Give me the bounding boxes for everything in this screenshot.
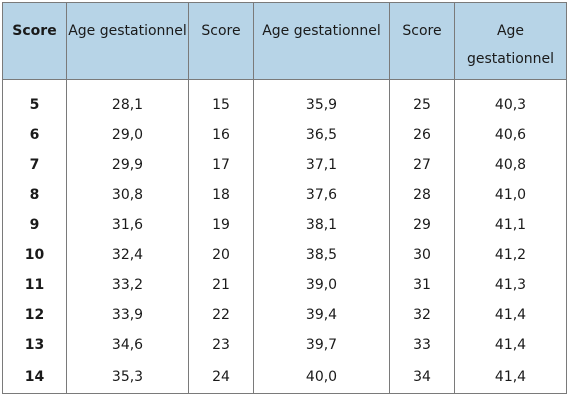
table-row: 10 32,4 20 38,5 30 41,2 xyxy=(2,240,567,270)
score-cell-1: 5 xyxy=(2,79,67,120)
score-cell-3: 26 xyxy=(389,120,455,150)
age-cell-3: 41,4 xyxy=(454,330,567,360)
score-cell-2: 22 xyxy=(188,300,254,330)
age-cell-2: 39,4 xyxy=(253,300,390,330)
age-cell-1: 28,1 xyxy=(66,79,189,120)
header-score-1: Score xyxy=(2,2,67,80)
age-cell-2: 38,1 xyxy=(253,210,390,240)
score-cell-3: 31 xyxy=(389,270,455,300)
score-cell-1: 14 xyxy=(2,360,67,394)
age-cell-3: 41,4 xyxy=(454,300,567,330)
age-cell-2: 36,5 xyxy=(253,120,390,150)
table-row: 14 35,3 24 40,0 34 41,4 xyxy=(2,360,567,394)
score-cell-2: 23 xyxy=(188,330,254,360)
age-cell-2: 39,7 xyxy=(253,330,390,360)
age-cell-1: 32,4 xyxy=(66,240,189,270)
score-cell-1: 7 xyxy=(2,150,67,180)
age-cell-2: 35,9 xyxy=(253,79,390,120)
age-cell-3: 40,8 xyxy=(454,150,567,180)
score-cell-2: 18 xyxy=(188,180,254,210)
score-cell-3: 30 xyxy=(389,240,455,270)
score-cell-1: 8 xyxy=(2,180,67,210)
age-cell-1: 33,9 xyxy=(66,300,189,330)
score-cell-3: 32 xyxy=(389,300,455,330)
table-row: 11 33,2 21 39,0 31 41,3 xyxy=(2,270,567,300)
header-row: Score Age gestationnel Score Age gestati… xyxy=(2,2,567,80)
score-cell-2: 24 xyxy=(188,360,254,394)
age-cell-3: 41,4 xyxy=(454,360,567,394)
score-cell-1: 13 xyxy=(2,330,67,360)
table-row: 12 33,9 22 39,4 32 41,4 xyxy=(2,300,567,330)
score-cell-2: 17 xyxy=(188,150,254,180)
age-cell-1: 29,9 xyxy=(66,150,189,180)
age-cell-2: 37,6 xyxy=(253,180,390,210)
table-row: 6 29,0 16 36,5 26 40,6 xyxy=(2,120,567,150)
table-row: 13 34,6 23 39,7 33 41,4 xyxy=(2,330,567,360)
score-cell-2: 16 xyxy=(188,120,254,150)
table-row: 7 29,9 17 37,1 27 40,8 xyxy=(2,150,567,180)
header-age-3: Age gestationnel xyxy=(454,2,567,80)
table-header: Score Age gestationnel Score Age gestati… xyxy=(2,2,567,80)
score-cell-2: 21 xyxy=(188,270,254,300)
table-row: 9 31,6 19 38,1 29 41,1 xyxy=(2,210,567,240)
age-cell-3: 41,0 xyxy=(454,180,567,210)
age-cell-3: 41,2 xyxy=(454,240,567,270)
score-cell-2: 20 xyxy=(188,240,254,270)
score-cell-3: 34 xyxy=(389,360,455,394)
age-cell-1: 31,6 xyxy=(66,210,189,240)
score-cell-3: 33 xyxy=(389,330,455,360)
table-body: 5 28,1 15 35,9 25 40,3 6 29,0 16 36,5 26 40,6 7 29,9 1… xyxy=(2,79,567,394)
age-cell-2: 38,5 xyxy=(253,240,390,270)
age-cell-2: 39,0 xyxy=(253,270,390,300)
age-cell-3: 40,6 xyxy=(454,120,567,150)
score-age-table: Score Age gestationnel Score Age gestati… xyxy=(2,2,567,394)
score-cell-1: 12 xyxy=(2,300,67,330)
age-cell-2: 40,0 xyxy=(253,360,390,394)
score-cell-1: 9 xyxy=(2,210,67,240)
age-cell-1: 33,2 xyxy=(66,270,189,300)
score-cell-3: 27 xyxy=(389,150,455,180)
header-score-3: Score xyxy=(389,2,455,80)
score-cell-2: 19 xyxy=(188,210,254,240)
score-cell-1: 10 xyxy=(2,240,67,270)
header-age-2: Age gestationnel xyxy=(253,2,390,80)
age-cell-3: 41,1 xyxy=(454,210,567,240)
score-cell-3: 29 xyxy=(389,210,455,240)
score-cell-1: 11 xyxy=(2,270,67,300)
age-cell-1: 29,0 xyxy=(66,120,189,150)
header-score-2: Score xyxy=(188,2,254,80)
score-cell-2: 15 xyxy=(188,79,254,120)
age-cell-1: 35,3 xyxy=(66,360,189,394)
age-cell-2: 37,1 xyxy=(253,150,390,180)
age-cell-1: 34,6 xyxy=(66,330,189,360)
score-cell-1: 6 xyxy=(2,120,67,150)
score-cell-3: 25 xyxy=(389,79,455,120)
age-cell-3: 41,3 xyxy=(454,270,567,300)
table-row: 5 28,1 15 35,9 25 40,3 xyxy=(2,79,567,120)
header-age-1: Age gestationnel xyxy=(66,2,189,80)
age-cell-3: 40,3 xyxy=(454,79,567,120)
age-cell-1: 30,8 xyxy=(66,180,189,210)
score-cell-3: 28 xyxy=(389,180,455,210)
table-row: 8 30,8 18 37,6 28 41,0 xyxy=(2,180,567,210)
